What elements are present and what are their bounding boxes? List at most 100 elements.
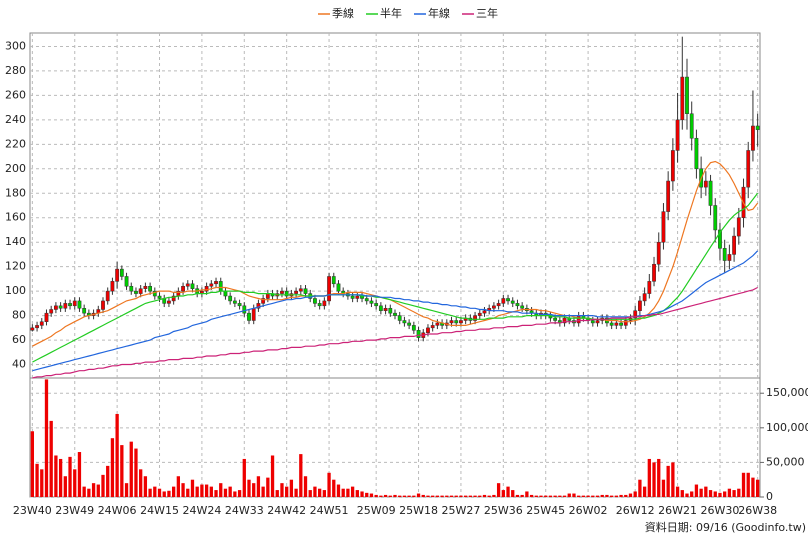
volume-bar <box>223 488 228 497</box>
volume-bar <box>369 493 374 497</box>
volume-bar <box>402 495 407 497</box>
volume-bar <box>544 495 548 497</box>
y-tick-label: 100 <box>5 284 26 297</box>
candle-body <box>666 180 671 212</box>
volume-bar <box>308 490 312 497</box>
candle-body <box>416 330 421 338</box>
volume-bar <box>548 495 553 497</box>
volume-bar <box>628 493 633 497</box>
volume-bar <box>214 490 218 497</box>
candle-body <box>718 229 722 249</box>
volume-bar <box>49 420 53 497</box>
volume-bar <box>252 483 256 497</box>
candle-body <box>492 305 496 309</box>
candle-body <box>393 312 397 316</box>
legend-label: 季線 <box>332 6 354 20</box>
volume-bar <box>35 463 39 497</box>
volume-bar <box>431 495 435 497</box>
volume-bar <box>713 491 717 497</box>
volume-bar <box>412 495 416 497</box>
candle-body <box>642 293 647 302</box>
candle-body <box>39 321 44 326</box>
volume-bar <box>435 495 440 497</box>
candle-body <box>562 317 567 324</box>
volume-bar <box>233 491 237 497</box>
candle-body <box>675 119 680 151</box>
volume-bar <box>82 486 86 497</box>
volume-bar <box>346 488 350 497</box>
volume-bar <box>534 495 538 497</box>
candle-body <box>553 317 558 321</box>
volume-bar <box>110 438 115 497</box>
volume-bar <box>374 494 378 497</box>
candle-body <box>313 298 317 304</box>
volume-bar <box>746 472 750 497</box>
candle-body <box>336 283 341 292</box>
volume-bar <box>699 488 703 497</box>
candle-body <box>242 305 247 314</box>
candle-body <box>129 285 134 292</box>
volume-bar <box>101 474 105 497</box>
volume-bar <box>562 495 567 497</box>
volume-bar <box>624 494 628 497</box>
volume-bar <box>30 431 35 497</box>
candle-body <box>647 281 652 294</box>
candle-body <box>49 309 54 314</box>
volume-bar <box>496 483 501 497</box>
legend-label: 三年 <box>476 6 498 20</box>
volume-bar <box>567 493 571 497</box>
volume-bar <box>520 494 524 497</box>
candle-body <box>407 322 412 326</box>
candle-body <box>58 305 63 309</box>
plot-frame <box>29 32 761 498</box>
candle-body <box>501 298 506 304</box>
volume-bar <box>487 495 491 497</box>
candle-body <box>101 300 105 310</box>
candle-body <box>218 281 223 292</box>
volume-bar <box>129 441 133 497</box>
candle-body <box>473 315 477 321</box>
volume-bar <box>445 495 449 497</box>
y-tick-label: 240 <box>5 113 26 126</box>
volume-bar <box>299 454 303 497</box>
volume-bar <box>115 413 119 497</box>
volume-bar <box>416 493 421 497</box>
volume-bar <box>96 484 100 497</box>
candle-body <box>727 254 732 261</box>
volume-bar <box>153 486 157 497</box>
x-tick-label: 25W18 <box>399 504 438 517</box>
y2-tick-label: 100,000 <box>766 421 808 434</box>
x-tick-label: 24W15 <box>140 504 179 517</box>
candle-body <box>261 298 266 304</box>
candle-body <box>35 325 39 329</box>
y-tick-label: 200 <box>5 162 26 175</box>
volume-bar <box>638 479 642 497</box>
candle-body <box>251 308 256 321</box>
candle-body <box>148 285 152 292</box>
volume-bar <box>553 495 557 497</box>
volume-bar <box>708 490 713 497</box>
volume-bar <box>459 495 463 497</box>
volume-bar <box>63 476 67 497</box>
candle-body <box>397 315 402 321</box>
volume-bar <box>506 486 510 497</box>
candle-body <box>520 305 525 309</box>
candle-body <box>576 315 581 324</box>
volume-bar <box>529 494 534 497</box>
candle-body <box>506 298 510 302</box>
volume-bar <box>167 490 171 497</box>
volume-bar <box>266 477 270 497</box>
volume-bar <box>341 488 345 497</box>
volume-bar <box>426 495 430 497</box>
candle-body <box>482 310 487 314</box>
candle-body <box>374 303 379 307</box>
volume-bar <box>661 479 666 497</box>
x-tick-label: 26W12 <box>616 504 655 517</box>
volume-bar <box>704 486 708 497</box>
candle-body <box>510 300 515 304</box>
candle-body <box>284 290 289 297</box>
volume-bar <box>619 494 623 497</box>
volume-bar <box>591 495 595 497</box>
volume-bar <box>515 494 520 497</box>
